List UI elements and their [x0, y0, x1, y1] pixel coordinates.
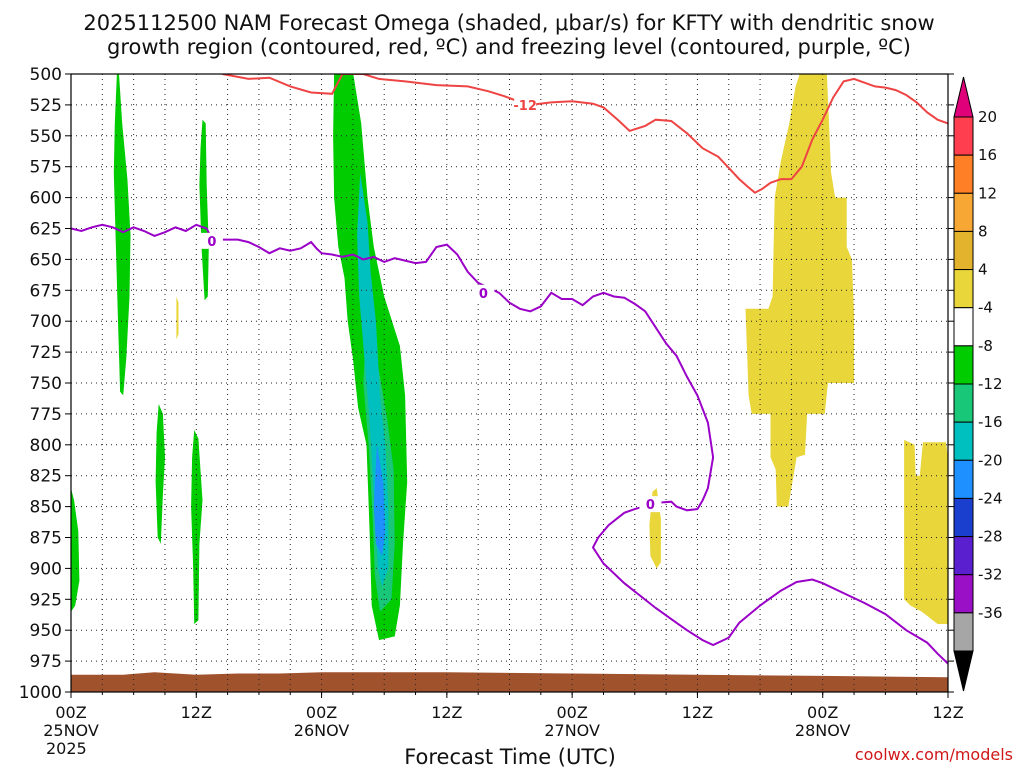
colorbar-label: -20 — [978, 451, 1003, 469]
y-tick-label: 975 — [30, 652, 62, 672]
y-tick-label: 525 — [30, 96, 62, 116]
omega-region--4-0 — [113, 74, 131, 396]
x-tick-label: 12Z — [682, 703, 713, 722]
colorbar-swatch — [953, 612, 974, 652]
dgz-label-bg — [514, 96, 537, 113]
y-tick-label: 925 — [30, 590, 62, 610]
x-tick-date: 26NOV — [294, 721, 350, 740]
dgz-contour-line — [222, 74, 948, 194]
colorbar-label: -16 — [978, 413, 1003, 431]
x-tick-label: 00Z — [556, 703, 587, 722]
colorbar-swatch — [953, 345, 974, 385]
colorbar-swatch — [953, 497, 974, 538]
colorbar-swatch — [953, 192, 974, 232]
colorbar-swatch — [953, 116, 974, 156]
x-axis-title: Forecast Time (UTC) — [404, 745, 616, 768]
colorbar-label: 12 — [978, 184, 997, 202]
x-tick-label: 00Z — [55, 703, 86, 722]
colorbar-label: -36 — [978, 604, 1003, 622]
colorbar-swatch — [953, 230, 974, 271]
colorbar-label: 16 — [978, 146, 997, 164]
x-tick-date: 28NOV — [795, 721, 851, 740]
x-tick-date: 25NOV — [43, 721, 99, 740]
omega-region-4-12 — [904, 439, 948, 624]
omega-region-4-11 — [745, 74, 854, 507]
plot-area: -12 0 0 0 — [70, 73, 949, 693]
y-tick-label: 850 — [30, 498, 62, 518]
colorbar-label: -32 — [978, 566, 1003, 584]
colorbar-swatch — [953, 269, 974, 309]
freezing-label-bg — [472, 284, 495, 301]
y-tick-label: 800 — [30, 436, 62, 456]
omega-region--4-3 — [191, 430, 203, 624]
colorbar-swatch — [953, 459, 974, 499]
y-tick-label: 900 — [30, 559, 62, 579]
y-tick-label: 875 — [30, 529, 62, 549]
omega-region-4-9 — [176, 296, 179, 340]
colorbar-label: 4 — [978, 261, 988, 279]
colorbar-label: -12 — [978, 375, 1003, 393]
x-tick-label: 00Z — [306, 703, 337, 722]
y-tick-label: 675 — [30, 281, 62, 301]
freezing-contour-label: 0 — [646, 498, 655, 513]
omega-region--4-1 — [199, 119, 209, 301]
colorbar-label: 8 — [978, 222, 988, 240]
y-tick-label: 575 — [30, 158, 62, 178]
source-credit: coolwx.com/models — [855, 745, 1013, 764]
freezing-contour-label: 0 — [207, 235, 216, 250]
terrain-band — [71, 672, 948, 692]
y-tick-label: 825 — [30, 467, 62, 487]
freezing-contour-label: 0 — [479, 287, 488, 302]
y-tick-label: 1000 — [19, 683, 62, 703]
colorbar-bottom-arrow — [953, 650, 974, 692]
colorbar-swatch — [953, 383, 974, 423]
y-tick-label: 600 — [30, 189, 62, 209]
colorbar-label: -8 — [978, 337, 993, 355]
y-tick-label: 750 — [30, 374, 62, 394]
colorbar-label: 20 — [978, 108, 997, 126]
omega-region--4-2 — [155, 404, 165, 544]
y-tick-label: 700 — [30, 312, 62, 332]
x-tick-label: 00Z — [807, 703, 838, 722]
x-tick-label: 12Z — [932, 703, 963, 722]
pressure-axis: 500 525 550 575 600 625 650 675 700 725 750 775 800 8… — [19, 65, 954, 703]
freezing-label-bg — [200, 232, 223, 249]
colorbar-label: -4 — [978, 299, 993, 317]
omega-region--16-8 — [373, 444, 386, 556]
colorbar-swatch — [953, 421, 974, 461]
y-tick-label: 725 — [30, 343, 62, 363]
colorbar: 20 16 12 8 4 -4 -8 -12 -16 -20 -24 -28 -32 -36 — [953, 76, 1003, 692]
y-tick-label: 625 — [30, 220, 62, 240]
x-tick-year: 2025 — [46, 739, 87, 758]
colorbar-swatch — [953, 307, 974, 347]
freezing-label-bg — [639, 496, 662, 513]
colorbar-swatch — [953, 536, 974, 576]
colorbar-top-arrow — [953, 76, 974, 118]
colorbar-swatch — [953, 574, 974, 614]
x-tick-date: 27NOV — [544, 721, 600, 740]
freezing-contour-line — [71, 223, 948, 665]
y-tick-label: 550 — [30, 127, 62, 147]
y-tick-label: 650 — [30, 250, 62, 270]
colorbar-label: -24 — [978, 489, 1003, 507]
x-tick-label: 12Z — [181, 703, 212, 722]
y-tick-label: 500 — [30, 65, 62, 85]
dgz-contour-label: -12 — [513, 99, 537, 114]
colorbar-swatch — [953, 154, 974, 194]
colorbar-label: -28 — [978, 528, 1003, 546]
omega-region--4-4 — [71, 488, 80, 612]
y-tick-label: 950 — [30, 621, 62, 641]
y-tick-label: 775 — [30, 405, 62, 425]
chart-title-line1: 2025112500 NAM Forecast Omega (shaded, μ… — [83, 11, 934, 35]
x-tick-label: 12Z — [431, 703, 462, 722]
chart-title-line2: growth region (contoured, red, ºC) and f… — [107, 35, 911, 59]
